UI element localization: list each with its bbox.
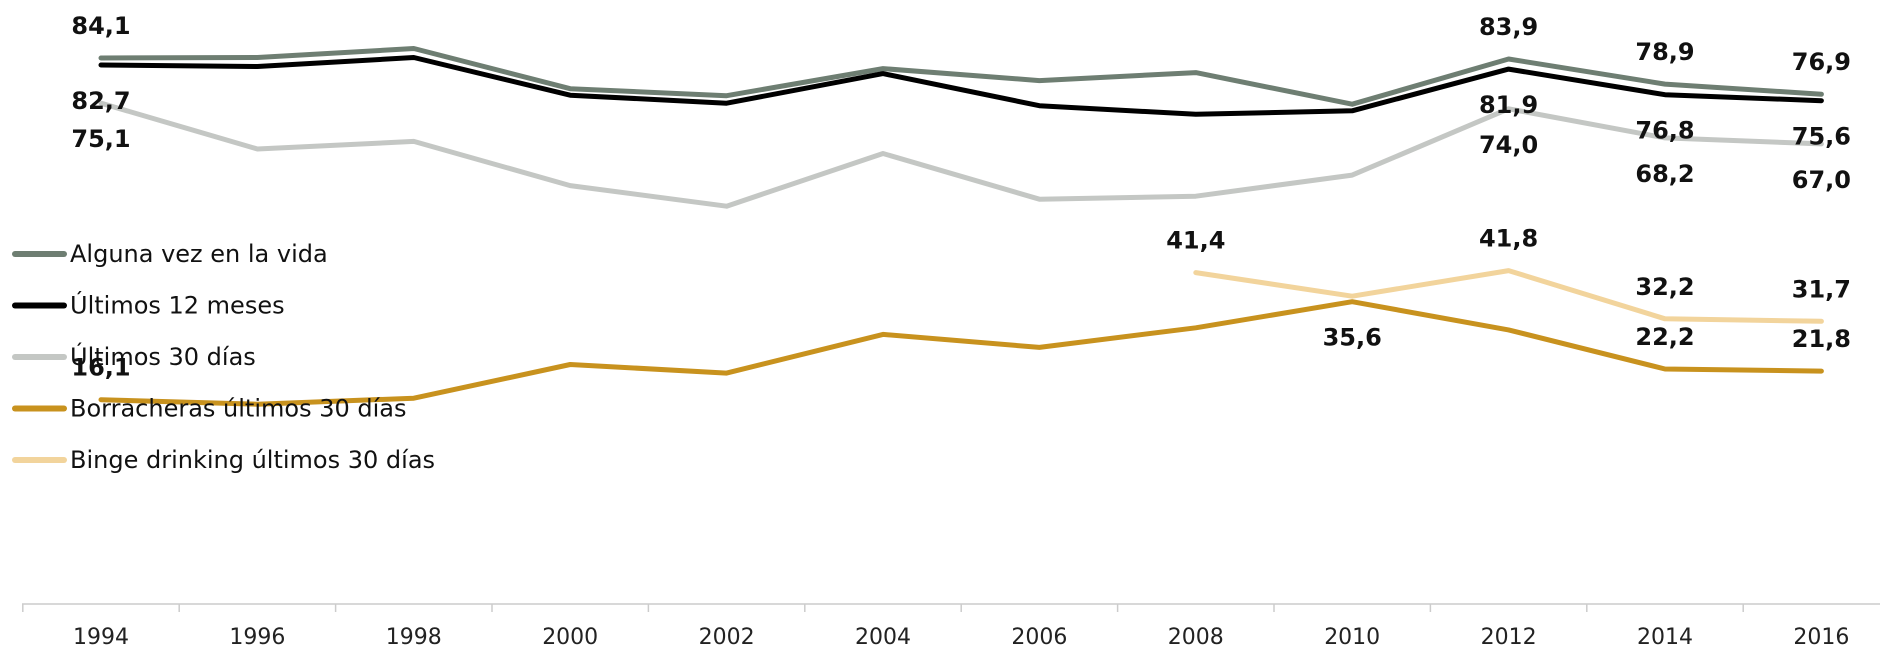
series-line-0 xyxy=(98,46,1824,107)
series-line-3 xyxy=(98,299,1824,407)
x-tick-label: 2010 xyxy=(1324,625,1380,649)
x-tick-label: 2000 xyxy=(542,625,598,649)
legend-item: Últimos 30 días xyxy=(12,341,256,371)
legend-item: Alguna vez en la vida xyxy=(12,240,328,268)
data-label: 35,6 xyxy=(1323,324,1382,352)
data-label: 81,9 xyxy=(1479,91,1538,119)
legend-item: Borracheras últimos 30 días xyxy=(12,395,406,423)
data-label: 76,8 xyxy=(1635,117,1694,145)
series-line-4 xyxy=(1193,268,1824,324)
legend-label: Últimos 30 días xyxy=(70,341,256,371)
x-tick-label: 2012 xyxy=(1481,625,1537,649)
x-tick-label: 2004 xyxy=(855,625,911,649)
legend-item: Binge drinking últimos 30 días xyxy=(12,446,435,474)
data-labels: 84,1 82,7 75,1 16,1 83,9 81,9 74,0 78,9 76,8 68,2… xyxy=(71,12,1851,382)
legend-item: Últimos 12 meses xyxy=(12,290,285,320)
data-label: 83,9 xyxy=(1479,13,1538,41)
data-label: 21,8 xyxy=(1792,325,1851,353)
data-label: 82,7 xyxy=(71,87,130,115)
x-tick-label: 1994 xyxy=(73,625,129,649)
data-label: 67,0 xyxy=(1792,166,1851,194)
x-axis: 1994 1996 1998 2000 2002 2004 2006 2008 2010 2012… xyxy=(22,603,1880,649)
data-label: 16,1 xyxy=(71,354,130,382)
x-tick-label: 2014 xyxy=(1637,625,1693,649)
legend-label: Borracheras últimos 30 días xyxy=(70,395,406,423)
data-label: 41,4 xyxy=(1166,227,1225,255)
data-label: 75,6 xyxy=(1792,123,1851,151)
x-tick-label: 2006 xyxy=(1011,625,1067,649)
legend-label: Alguna vez en la vida xyxy=(70,240,328,268)
data-label: 41,8 xyxy=(1479,225,1538,253)
legend-label: Binge drinking últimos 30 días xyxy=(70,446,435,474)
data-label: 74,0 xyxy=(1479,131,1538,159)
data-label: 31,7 xyxy=(1792,275,1851,303)
x-tick-label: 1996 xyxy=(229,625,285,649)
legend: Alguna vez en la vida Últimos 12 meses Últ… xyxy=(12,240,435,474)
data-label: 22,2 xyxy=(1635,323,1694,351)
x-tick-label: 2002 xyxy=(699,625,755,649)
series-line-2 xyxy=(98,100,1824,209)
data-label: 84,1 xyxy=(71,12,130,40)
x-tick-label: 2008 xyxy=(1168,625,1224,649)
data-label: 75,1 xyxy=(71,125,130,153)
data-label: 78,9 xyxy=(1635,38,1694,66)
data-label: 32,2 xyxy=(1635,273,1694,301)
series-line-1 xyxy=(98,55,1824,117)
series-lines xyxy=(98,46,1824,407)
x-tick-label: 2016 xyxy=(1793,625,1849,649)
data-label: 68,2 xyxy=(1635,160,1694,188)
data-label: 76,9 xyxy=(1792,48,1851,76)
legend-label: Últimos 12 meses xyxy=(70,290,285,320)
x-tick-label: 1998 xyxy=(386,625,442,649)
